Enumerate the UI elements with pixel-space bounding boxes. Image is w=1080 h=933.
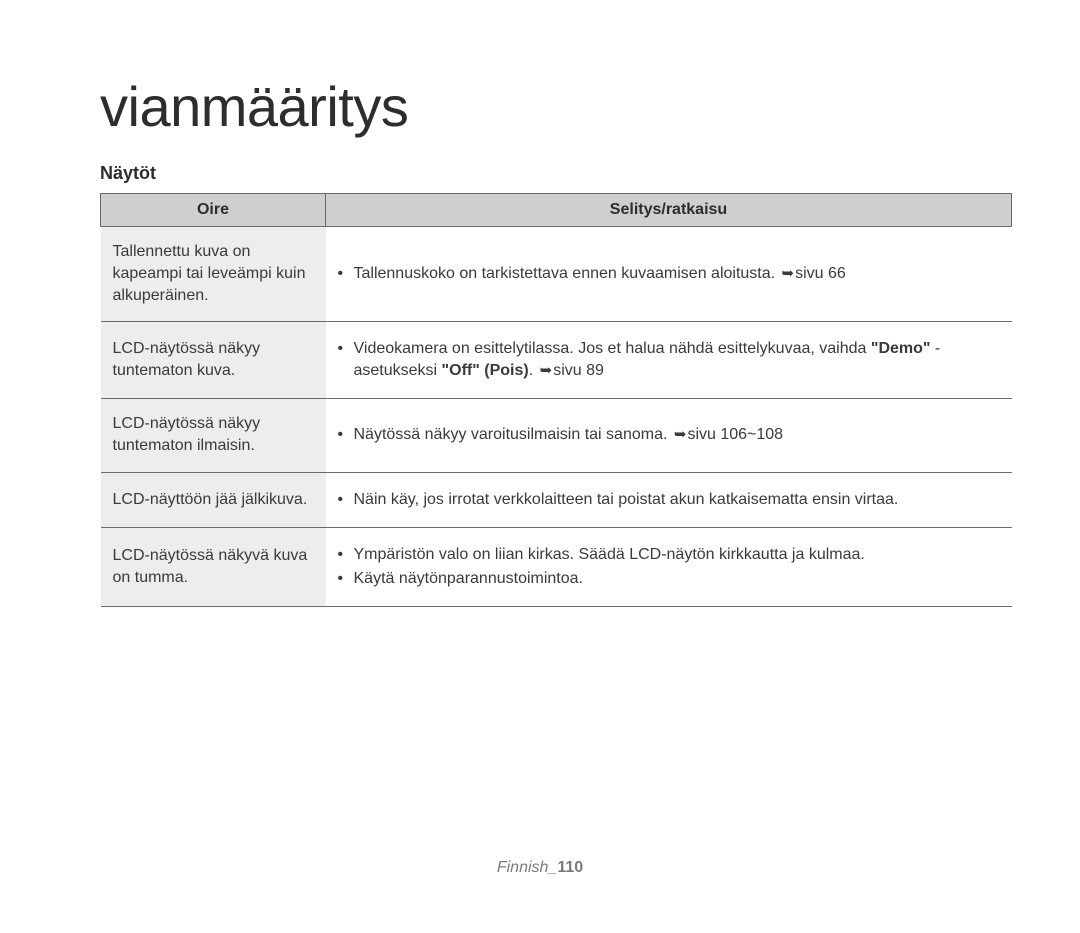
solution-item: Tallennuskoko on tarkistettava ennen kuv… (332, 263, 1002, 285)
solution-cell: Ympäristön valo on liian kirkas. Säädä L… (326, 527, 1012, 606)
solution-cell: Näytössä näkyy varoitusilmaisin tai sano… (326, 399, 1012, 472)
symptom-cell: LCD-näytössä näkyvä kuva on tumma. (101, 527, 326, 606)
solution-item: Videokamera on esittelytilassa. Jos et h… (332, 338, 1002, 382)
solution-item: Ympäristön valo on liian kirkas. Säädä L… (332, 544, 1002, 566)
footer-language: Finnish (497, 859, 549, 876)
solution-item: Käytä näytönparannustoimintoa. (332, 568, 1002, 590)
symptom-cell: LCD-näyttöön jää jälkikuva. (101, 472, 326, 527)
table-row: LCD-näytössä näkyy tuntematon ilmaisin. … (101, 399, 1012, 472)
solution-item: Näytössä näkyy varoitusilmaisin tai sano… (332, 424, 1002, 446)
col-header-solution: Selitys/ratkaisu (326, 194, 1012, 227)
chapter-title: vianmääritys (100, 74, 1012, 139)
footer-page-number: 110 (557, 859, 583, 876)
col-header-symptom: Oire (101, 194, 326, 227)
section-heading: Näytöt (100, 163, 1012, 184)
table-row: LCD-näytössä näkyvä kuva on tumma. Ympär… (101, 527, 1012, 606)
table-row: LCD-näyttöön jää jälkikuva. Näin käy, jo… (101, 472, 1012, 527)
solution-cell: Näin käy, jos irrotat verkkolaitteen tai… (326, 472, 1012, 527)
symptom-cell: LCD-näytössä näkyy tuntematon ilmaisin. (101, 399, 326, 472)
table-row: Tallennettu kuva on kapeampi tai leveämp… (101, 227, 1012, 322)
page-ref-icon: ➥ (540, 361, 553, 382)
solution-cell: Videokamera on esittelytilassa. Jos et h… (326, 322, 1012, 399)
troubleshooting-table: Oire Selitys/ratkaisu Tallennettu kuva o… (100, 193, 1012, 607)
symptom-cell: LCD-näytössä näkyy tuntematon kuva. (101, 322, 326, 399)
page-ref-icon: ➥ (674, 425, 687, 446)
page-ref-icon: ➥ (782, 264, 795, 285)
solution-cell: Tallennuskoko on tarkistettava ennen kuv… (326, 227, 1012, 322)
table-row: LCD-näytössä näkyy tuntematon kuva. Vide… (101, 322, 1012, 399)
solution-item: Näin käy, jos irrotat verkkolaitteen tai… (332, 489, 1002, 511)
symptom-cell: Tallennettu kuva on kapeampi tai leveämp… (101, 227, 326, 322)
page-footer: Finnish_110 (0, 859, 1080, 877)
